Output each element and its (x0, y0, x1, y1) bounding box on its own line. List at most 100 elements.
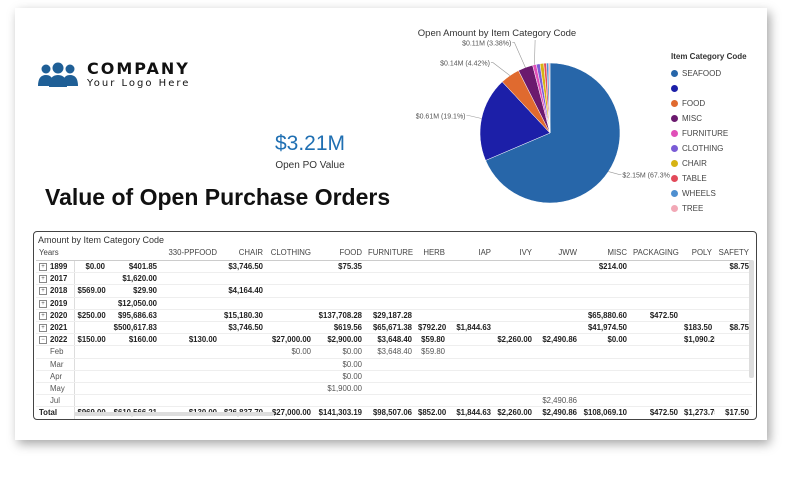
table-cell (580, 297, 630, 310)
matrix-column-header[interactable]: FURNITURE (365, 246, 415, 261)
table-cell (314, 394, 365, 408)
legend-title: Item Category Code (671, 52, 747, 61)
table-cell (630, 272, 681, 286)
table-cell (448, 260, 494, 274)
table-cell (74, 370, 108, 384)
pie-chart[interactable]: $2.15M (67.3%) $0.61M (19.1%) $0.14M (4.42… (400, 40, 670, 220)
collapse-icon[interactable]: − (39, 336, 47, 345)
table-cell (494, 272, 535, 286)
expand-icon[interactable]: + (39, 275, 47, 284)
expand-icon[interactable]: + (39, 311, 47, 320)
matrix-column-header[interactable]: IAP (448, 246, 494, 261)
table-cell: $41,974.50 (580, 321, 630, 335)
row-label: Mar (36, 358, 75, 371)
table-cell (630, 297, 681, 310)
table-cell (681, 382, 715, 396)
matrix-column-header[interactable]: 330-PPFOOD (160, 246, 220, 261)
table-cell: $0.00 (314, 370, 365, 384)
table-cell (74, 394, 108, 408)
matrix-column-header[interactable] (74, 246, 108, 261)
matrix-column-header[interactable]: PACKAGING (630, 246, 681, 261)
legend-item[interactable]: CLOTHING (671, 141, 747, 156)
legend-item[interactable]: FURNITURE (671, 126, 747, 141)
matrix-column-header[interactable]: CLOTHING (266, 246, 314, 261)
table-cell (314, 272, 365, 286)
table-cell (448, 394, 494, 408)
table-cell: $619.56 (314, 321, 365, 335)
table-cell (160, 297, 220, 310)
row-label: Apr (36, 370, 75, 384)
table-cell (494, 382, 535, 396)
legend-item[interactable]: TABLE (671, 171, 747, 186)
table-cell: $0.00 (580, 333, 630, 347)
table-cell: $1,090.25 (681, 333, 715, 347)
matrix-column-header[interactable] (108, 246, 160, 261)
pie-slice-seafood[interactable] (485, 62, 621, 204)
matrix-column-header[interactable]: SAFETY (715, 246, 752, 261)
expand-icon[interactable]: + (39, 262, 47, 271)
matrix-column-header[interactable]: FOOD (314, 246, 365, 261)
matrix-column-header[interactable]: MISC (580, 246, 630, 261)
table-cell (160, 272, 220, 286)
table-cell (415, 309, 448, 323)
table-cell (448, 297, 494, 310)
table-cell: $472.50 (630, 309, 681, 323)
report-canvas: COMPANY Your Logo Here $3.21M Open PO Va… (15, 8, 767, 440)
table-cell: $1,844.63 (448, 321, 494, 335)
matrix-column-header[interactable]: POLY (681, 246, 715, 261)
table-cell (160, 284, 220, 298)
legend-item[interactable]: FOOD (671, 96, 747, 111)
table-row: +1899 $0.00 $401.85 $3,746.50 $75.35 $214.00 $… (36, 260, 752, 274)
legend-item[interactable]: SEAFOOD (671, 66, 747, 81)
legend-color-dot (671, 85, 678, 92)
table-cell (160, 321, 220, 335)
table-cell (494, 260, 535, 274)
vertical-scrollbar[interactable] (749, 260, 754, 378)
table-cell (365, 284, 415, 298)
row-label: Feb (36, 345, 75, 359)
pie-leader-line (608, 171, 622, 175)
table-cell (415, 394, 448, 408)
table-cell (535, 309, 580, 323)
table-cell: $3,746.50 (220, 260, 266, 274)
table-cell (630, 284, 681, 298)
table-cell (365, 394, 415, 408)
pie-slice-tree[interactable] (548, 62, 551, 134)
row-label-text: 2020 (50, 310, 68, 320)
expand-icon[interactable]: + (39, 323, 47, 332)
legend-item[interactable] (671, 81, 747, 96)
table-cell (448, 382, 494, 396)
table-cell (266, 394, 314, 408)
table-cell (715, 272, 752, 286)
expand-icon[interactable]: + (39, 287, 47, 296)
table-cell: $569.00 (74, 284, 108, 298)
pie-slice-blank[interactable] (479, 81, 551, 161)
matrix-column-header[interactable]: HERB (415, 246, 448, 261)
table-cell (266, 358, 314, 371)
table-cell (160, 394, 220, 408)
legend-color-dot (671, 175, 678, 182)
legend-item[interactable]: TREE (671, 201, 747, 216)
table-cell (494, 394, 535, 408)
table-cell: $108,069.10 (580, 406, 630, 419)
table-cell (365, 370, 415, 384)
row-label-text: 2018 (50, 286, 68, 296)
table-cell (314, 297, 365, 310)
table-cell (220, 382, 266, 396)
matrix-column-header[interactable]: JWW (535, 246, 580, 261)
expand-icon[interactable]: + (39, 299, 47, 308)
table-cell (535, 345, 580, 359)
legend-item[interactable]: CHAIR (671, 156, 747, 171)
horizontal-scrollbar[interactable] (74, 412, 274, 416)
kpi-card[interactable]: $3.21M Open PO Value (245, 132, 375, 171)
row-label-text: 2022 (50, 335, 68, 345)
amount-matrix[interactable]: Amount by Item Category Code Years 330-PP… (33, 231, 757, 420)
matrix-column-header[interactable]: IVY (494, 246, 535, 261)
row-label: +2017 (36, 272, 75, 286)
table-cell: $160.00 (108, 333, 160, 347)
legend-item[interactable]: WHEELS (671, 186, 747, 201)
legend-item[interactable]: MISC (671, 111, 747, 126)
matrix-column-header[interactable]: CHAIR (220, 246, 266, 261)
matrix-row-header: Years (36, 246, 74, 261)
table-cell: $27,000.00 (266, 333, 314, 347)
